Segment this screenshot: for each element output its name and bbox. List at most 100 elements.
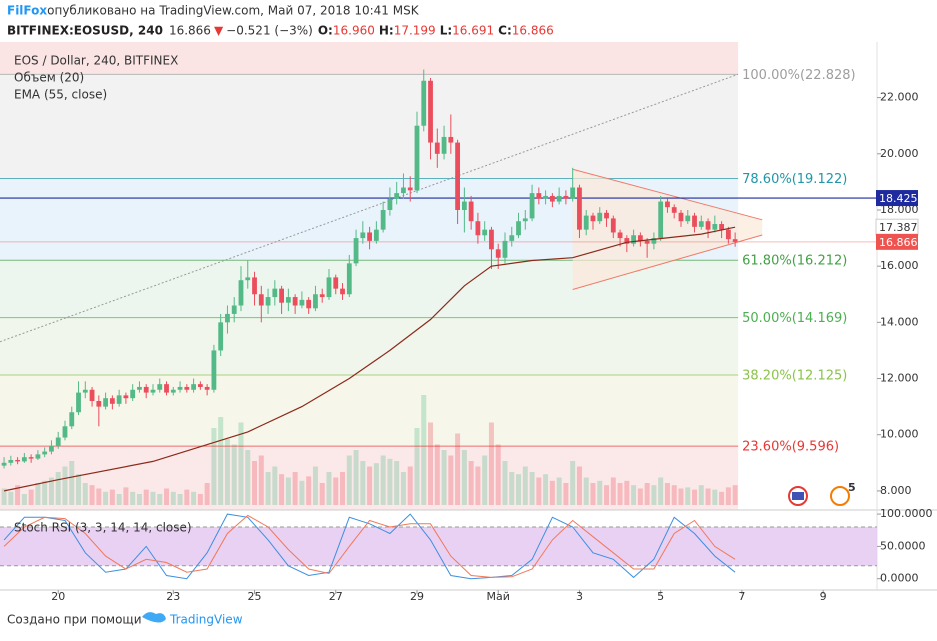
volume-bar [631, 485, 637, 505]
volume-bar [258, 455, 264, 505]
volume-bar [448, 455, 454, 505]
x-tick-label: Май [487, 590, 510, 603]
volume-bar [644, 483, 650, 505]
last-price-label: 16.866 [879, 236, 918, 249]
candle-body [42, 451, 48, 455]
volume-bar [306, 476, 312, 505]
candle-body [76, 392, 81, 413]
candle-body [705, 221, 711, 230]
candle-body [732, 239, 738, 242]
candle-body [414, 125, 420, 191]
candle-body [103, 398, 108, 407]
volume-bar [400, 472, 406, 505]
volume-bar [658, 477, 664, 505]
volume-bar [35, 483, 41, 505]
header-text: C: [498, 24, 512, 38]
hline-label: 18.425 [879, 192, 918, 205]
candle-body [455, 142, 460, 210]
volume-bar [367, 466, 373, 505]
candle-body [313, 294, 318, 309]
volume-bar [509, 472, 515, 505]
volume-bar [231, 444, 237, 505]
stoch-tick-label: 50.0000 [880, 539, 926, 552]
candle-body [116, 395, 122, 404]
x-tick-label: 5 [657, 590, 664, 603]
candle-body [604, 212, 609, 219]
fib-label: 61.80%(16.212) [742, 254, 847, 269]
volume-bar [441, 450, 447, 505]
volume-bar [576, 466, 582, 505]
candle-body [245, 277, 251, 281]
candle-body [692, 215, 697, 227]
fib-label: 78.60%(19.122) [742, 172, 847, 187]
volume-bar [610, 477, 616, 505]
volume-bar [617, 483, 623, 505]
candle-body [658, 201, 664, 239]
candle-body [536, 193, 542, 199]
candle-body [82, 389, 88, 393]
volume-bar [218, 417, 224, 505]
candle-body [583, 215, 589, 230]
candle-body [434, 142, 440, 154]
candle-body [258, 294, 264, 306]
volume-bar [42, 480, 48, 505]
volume-bar [536, 477, 542, 505]
candle-body [279, 288, 284, 303]
candle-body [428, 80, 433, 143]
header-text: 16.691 [452, 24, 494, 38]
candle-body [191, 384, 196, 390]
volume-bar [116, 494, 122, 505]
volume-bar [461, 450, 467, 505]
candle-body [665, 201, 670, 208]
volume-bar [637, 488, 643, 505]
fib-label: 50.00%(14.169) [742, 311, 847, 326]
last-price-label-box [876, 233, 918, 250]
candle-body [468, 201, 474, 222]
candle-body [461, 201, 467, 210]
events-icon[interactable] [830, 486, 850, 506]
volume-bar [312, 466, 318, 505]
triangle-edge [572, 168, 763, 221]
candle-body [123, 395, 129, 399]
y-tick-label: 16.000 [880, 259, 919, 272]
volume-bar [502, 461, 508, 505]
candle-body [631, 235, 636, 244]
stoch-d-line [3, 514, 736, 578]
candle-body [353, 238, 359, 264]
events-count: 5 [848, 481, 856, 494]
header-text: H: [379, 24, 394, 38]
candle-body [448, 136, 454, 143]
candle-body [204, 386, 210, 390]
footer-brand[interactable]: TradingView [169, 613, 243, 627]
y-tick-label: 22.000 [880, 91, 919, 104]
volume-bar [62, 466, 68, 505]
volume-bar [130, 491, 136, 505]
candle-body [35, 454, 41, 459]
candle-body [211, 350, 217, 390]
candle-body [617, 232, 623, 239]
volume-bar [597, 480, 603, 505]
volume-bar [136, 494, 142, 505]
candle-body [685, 215, 691, 222]
volume-bar [732, 485, 738, 505]
candle-body [69, 412, 75, 427]
candle-body [197, 384, 203, 387]
candle-body [678, 212, 684, 222]
volume-bar [21, 494, 27, 505]
volume-bar [164, 488, 170, 505]
volume-bar [1, 488, 7, 505]
candle-body [563, 195, 569, 199]
header-text: ▼ [214, 24, 224, 38]
candle-body [8, 459, 14, 463]
volume-bar [556, 477, 562, 505]
y-tick-label: 8.000 [880, 484, 912, 497]
candle-body [265, 297, 271, 306]
volume-bar [238, 422, 244, 505]
candle-body [360, 232, 366, 239]
volume-bar [123, 487, 129, 505]
stoch-title: Stoch RSI (3, 3, 14, 14, close) [14, 521, 192, 535]
fib-band [0, 317, 739, 376]
volume-bar [326, 472, 332, 505]
volume-bar [705, 488, 711, 505]
candle-body [570, 187, 576, 199]
